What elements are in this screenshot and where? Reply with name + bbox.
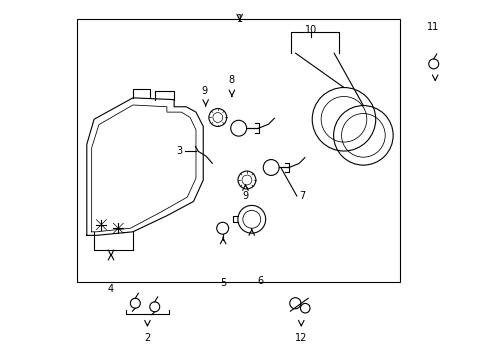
Text: 9: 9 [201,86,207,96]
Text: 2: 2 [144,333,150,343]
Bar [77,19,399,282]
Text: 4: 4 [108,284,114,294]
Text: 3: 3 [176,147,183,157]
Text: 11: 11 [426,22,438,32]
Text: 9: 9 [242,191,248,201]
Text: 1: 1 [236,14,242,24]
Text: 8: 8 [228,75,234,85]
Text: 6: 6 [256,276,263,287]
Text: 10: 10 [305,25,317,35]
Text: 7: 7 [298,191,305,201]
Text: 12: 12 [294,333,307,343]
Text: 5: 5 [220,278,226,288]
